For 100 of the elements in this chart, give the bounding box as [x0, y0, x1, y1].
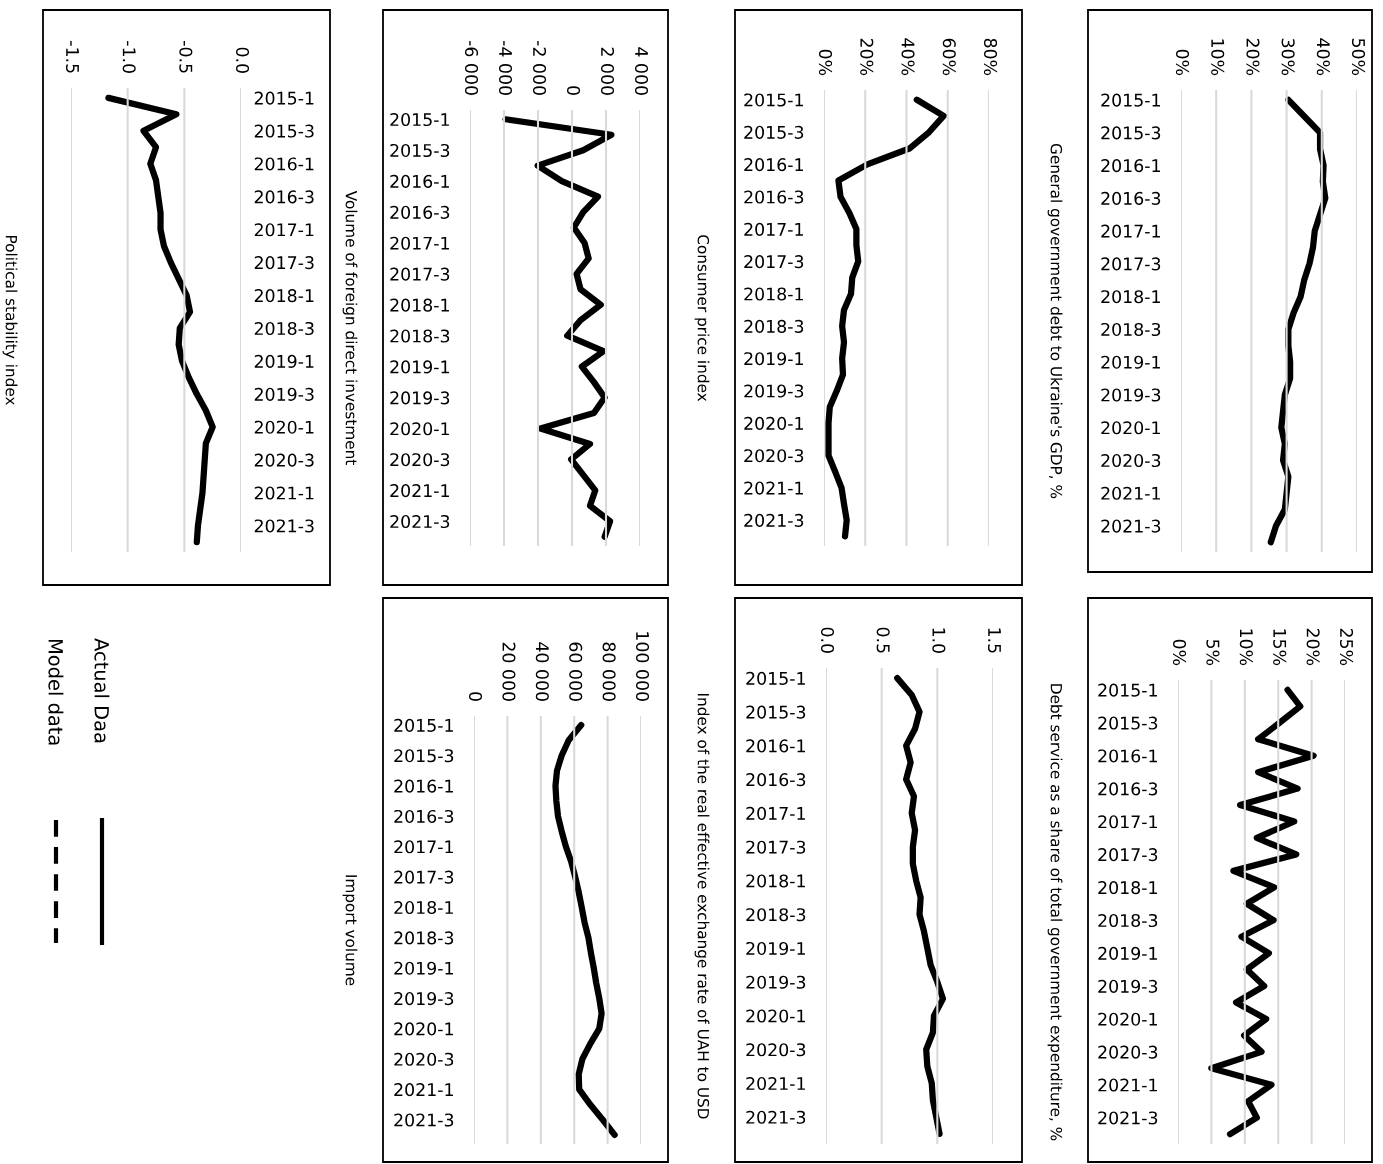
x-tick-label: 0.0	[820, 627, 835, 653]
y-tick-label: 2015-1	[390, 112, 449, 127]
y-tick-label: 2016-3	[1098, 782, 1158, 796]
x-tick-label: 60%	[942, 38, 956, 76]
y-tick-label: 2016-1	[1101, 159, 1160, 173]
y-tick-label: 2021-1	[1101, 486, 1160, 500]
y-tick-label: 2017-1	[390, 236, 449, 250]
y-tick-label: 2019-3	[1101, 388, 1161, 402]
y-tick-label: 2019-1	[746, 941, 805, 956]
y-tick-label: 2015-3	[390, 143, 450, 158]
y-tick-label: 2021-1	[744, 481, 803, 495]
x-tick-label: 2 000	[600, 47, 615, 95]
y-tick-label: 2017-3	[254, 256, 314, 270]
y-tick-label: 2017-1	[746, 806, 805, 821]
y-tick-label: 2016-3	[1101, 191, 1161, 205]
y-tick-label: 2021-3	[390, 514, 450, 529]
y-tick-label: 2017-1	[1098, 815, 1157, 829]
x-tick-label: 30%	[1281, 38, 1295, 76]
y-tick-label: 2019-1	[390, 360, 449, 374]
y-tick-label: 2020-1	[394, 1022, 453, 1036]
y-tick-label: 2020-1	[746, 1009, 805, 1023]
y-tick-label: 2019-3	[744, 384, 804, 398]
y-tick-label: 2016-3	[254, 190, 314, 204]
x-tick-label: 25%	[1339, 628, 1354, 666]
y-tick-label: 2019-3	[254, 387, 314, 401]
y-tick-label: 2016-3	[744, 190, 804, 204]
y-tick-label: 2018-1	[1098, 881, 1157, 895]
y-tick-label: 2018-3	[254, 321, 314, 336]
y-tick-label: 2019-1	[1098, 946, 1157, 960]
y-tick-label: 2018-1	[744, 287, 803, 301]
y-tick-label: 2015-1	[394, 718, 453, 732]
text: Political stability index	[2, 235, 18, 406]
y-tick-label: 2020-1	[390, 422, 449, 436]
x-tick-label: 0.5	[876, 627, 890, 653]
x-tick-label: 100 000	[635, 632, 650, 701]
y-tick-label: 2017-1	[394, 840, 453, 854]
x-tick-label: 80 000	[602, 642, 616, 701]
y-tick-label: 2015-3	[1101, 126, 1161, 140]
y-tick-label: 2020-1	[1101, 421, 1160, 435]
y-tick-label: 2018-3	[390, 329, 450, 343]
y-tick-label: 2016-1	[1098, 749, 1157, 763]
x-tick-label: 50%	[1351, 38, 1366, 76]
x-tick-label: -1.5	[65, 41, 79, 73]
y-tick-label: 2021-1	[390, 484, 449, 498]
y-tick-label: 2021-3	[394, 1113, 454, 1127]
x-tick-label: 0.0	[235, 47, 250, 73]
y-tick-label: 2016-1	[394, 779, 453, 793]
y-tick-label: 2020-1	[1098, 1012, 1157, 1026]
x-tick-label: 80%	[983, 38, 998, 76]
x-tick-label: 0%	[1172, 639, 1187, 666]
y-tick-label: 2017-3	[390, 267, 450, 281]
y-tick-label: 2020-3	[390, 453, 450, 467]
y-tick-label: 2017-1	[1101, 224, 1160, 238]
x-tick-label: 10%	[1239, 629, 1253, 666]
y-tick-label: 2016-1	[390, 174, 449, 188]
x-tick-label: 1.5	[987, 628, 1001, 653]
x-tick-label: -0.5	[179, 41, 193, 73]
x-tick-label: 20%	[860, 38, 874, 76]
y-tick-label: 2017-3	[746, 840, 806, 854]
y-tick-label: 2016-1	[744, 158, 803, 172]
y-tick-label: 2016-1	[254, 157, 314, 171]
y-tick-label: 2015-3	[1098, 716, 1158, 730]
y-tick-label: 2020-1	[744, 416, 803, 430]
y-tick-label: 2018-1	[390, 298, 449, 312]
y-tick-label: 2015-3	[746, 705, 806, 719]
y-tick-label: 2018-3	[394, 931, 454, 945]
legend-label: Model data	[48, 639, 64, 745]
y-tick-label: 2021-1	[1098, 1078, 1157, 1092]
x-tick-label: -4 000	[498, 41, 513, 95]
y-tick-label: 2018-1	[746, 874, 805, 888]
text: Volume of foreign direct investment	[342, 190, 358, 465]
y-tick-label: 2015-3	[394, 749, 454, 763]
y-tick-label: 2019-1	[744, 352, 803, 366]
y-tick-label: 2020-3	[1101, 453, 1161, 468]
text: General government debt to Ukraine's GDP, %	[1047, 143, 1063, 499]
text: Import volume	[342, 875, 358, 986]
text: Consumer price index	[694, 235, 710, 402]
x-tick-label: 0	[468, 692, 483, 701]
x-tick-label: 10%	[1211, 39, 1225, 76]
y-tick-label: 2016-3	[394, 809, 454, 824]
y-tick-label: 2019-3	[746, 975, 806, 989]
text: Index of the real effective exchange rate of UAH to USD	[694, 694, 710, 1119]
y-tick-label: 2017-3	[394, 870, 454, 884]
x-tick-label: 20 000	[502, 642, 516, 701]
x-tick-label: 40%	[901, 38, 915, 76]
y-tick-label: 2019-1	[394, 961, 453, 975]
y-tick-label: 2020-3	[394, 1052, 454, 1066]
y-tick-label: 2020-3	[1098, 1045, 1158, 1059]
x-tick-label: -6 000	[464, 41, 479, 95]
y-tick-label: 2015-1	[746, 671, 805, 685]
y-tick-label: 2019-3	[1098, 979, 1158, 993]
y-tick-label: 2015-3	[254, 124, 314, 138]
y-tick-label: 2021-3	[744, 513, 804, 527]
x-tick-label: 5%	[1206, 639, 1220, 666]
y-tick-label: 2021-3	[1101, 519, 1161, 533]
y-tick-label: 2018-3	[1098, 913, 1158, 928]
y-tick-label: 2015-1	[254, 91, 314, 105]
x-tick-label: 1.0	[932, 628, 946, 653]
y-tick-label: 2015-1	[1101, 93, 1160, 107]
y-tick-label: 2021-1	[394, 1083, 453, 1097]
